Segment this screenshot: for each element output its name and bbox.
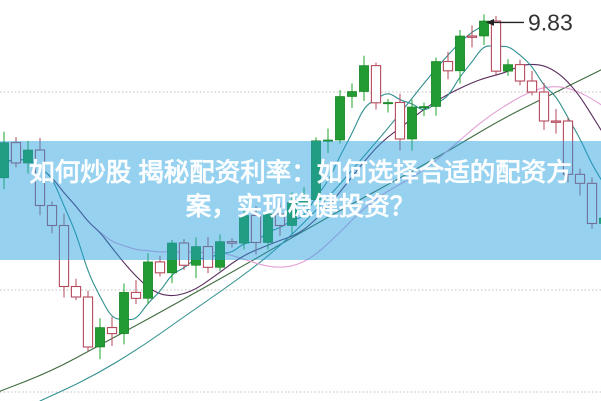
svg-text:如何炒股 揭秘配资利率：如何选择合适的配资方: 如何炒股 揭秘配资利率：如何选择合适的配资方 — [29, 158, 572, 187]
svg-text:案，实现稳健投资？: 案，实现稳健投资？ — [185, 192, 416, 221]
svg-text:9.83: 9.83 — [528, 9, 573, 35]
